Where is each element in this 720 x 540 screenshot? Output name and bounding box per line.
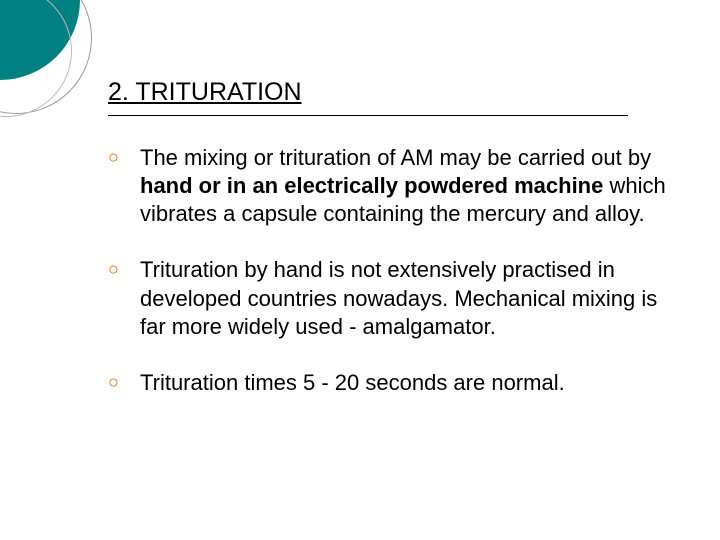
list-item: The mixing or trituration of AM may be c… <box>108 144 668 228</box>
bullet-text: Trituration times 5 - 20 seconds are nor… <box>140 370 565 395</box>
bullet-list: The mixing or trituration of AM may be c… <box>108 144 668 397</box>
bullet-text-bold: hand or in an electrically powdered mach… <box>140 173 603 198</box>
slide-title: 2. TRITURATION <box>108 78 668 107</box>
title-underline-rule <box>108 115 628 116</box>
list-item: Trituration times 5 - 20 seconds are nor… <box>108 369 668 397</box>
list-item: Trituration by hand is not extensively p… <box>108 256 668 340</box>
bullet-text-pre: The mixing or trituration of AM may be c… <box>140 145 651 170</box>
bullet-text: Trituration by hand is not extensively p… <box>140 257 657 338</box>
decor-outline-circle-inner <box>0 0 72 117</box>
slide-content: 2. TRITURATION The mixing or trituration… <box>108 78 668 397</box>
